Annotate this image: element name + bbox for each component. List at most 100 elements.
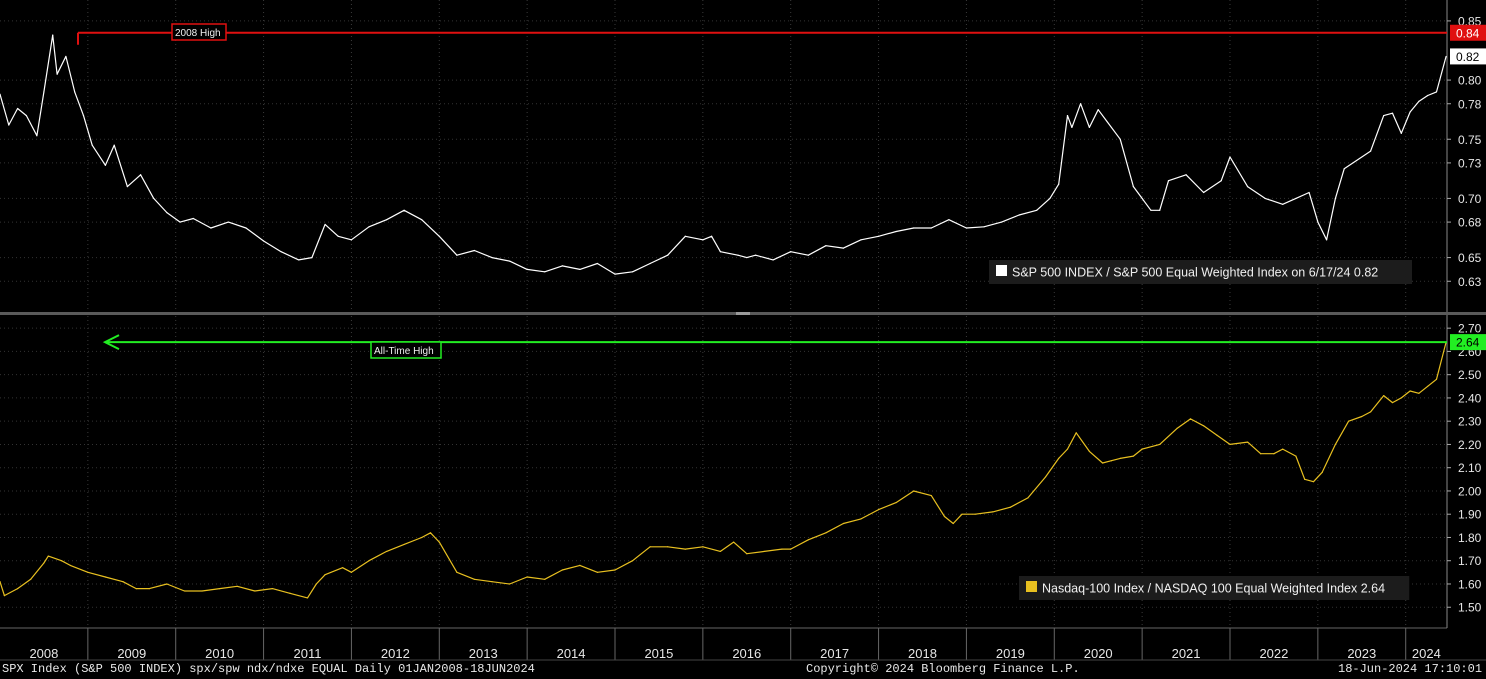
data-point bbox=[974, 513, 976, 515]
x-tick-label-2009: 2009 bbox=[117, 646, 146, 661]
data-point bbox=[1080, 103, 1082, 105]
data-point bbox=[183, 590, 186, 592]
data-point bbox=[403, 209, 405, 211]
arrow-head bbox=[102, 334, 120, 351]
data-point bbox=[1110, 460, 1112, 462]
data-point bbox=[1036, 209, 1038, 211]
data-point bbox=[667, 546, 669, 548]
x-tick-label-2012: 2012 bbox=[381, 646, 410, 661]
data-point bbox=[1369, 411, 1372, 413]
y-tick-label: 1.90 bbox=[1458, 508, 1482, 522]
y-tick-label: 1.50 bbox=[1458, 601, 1482, 615]
data-point bbox=[1189, 418, 1192, 420]
data-point bbox=[746, 553, 748, 555]
data-point bbox=[1326, 239, 1328, 241]
data-point bbox=[342, 567, 344, 569]
data-point bbox=[438, 541, 440, 543]
y-tick-label: 1.70 bbox=[1458, 554, 1482, 568]
data-point bbox=[1435, 378, 1438, 380]
data-point bbox=[1203, 191, 1205, 194]
x-tick-label-2017: 2017 bbox=[820, 646, 849, 661]
data-point bbox=[1185, 174, 1187, 176]
label-2008-high: 2008 High bbox=[171, 23, 227, 41]
x-tick-label-2008: 2008 bbox=[29, 646, 58, 661]
x-tick-label-2020: 2020 bbox=[1084, 646, 1113, 661]
data-point bbox=[1106, 120, 1108, 123]
data-point bbox=[1260, 453, 1262, 455]
data-point bbox=[1334, 443, 1337, 446]
data-point bbox=[82, 114, 85, 117]
y-tick-label: 0.73 bbox=[1458, 156, 1482, 170]
data-point bbox=[711, 235, 713, 237]
data-point bbox=[684, 548, 686, 550]
data-point bbox=[306, 597, 309, 599]
x-tick-label-2010: 2010 bbox=[205, 646, 234, 661]
data-point bbox=[271, 588, 273, 590]
data-point bbox=[860, 518, 862, 520]
x-tick-label-2016: 2016 bbox=[732, 646, 761, 661]
data-point bbox=[1264, 197, 1266, 200]
data-point bbox=[877, 235, 880, 237]
data-point bbox=[456, 571, 458, 573]
data-point bbox=[227, 221, 230, 223]
data-point bbox=[965, 227, 968, 229]
x-tick-label-2019: 2019 bbox=[996, 646, 1025, 661]
data-point bbox=[438, 235, 440, 237]
data-point bbox=[456, 254, 458, 256]
data-point bbox=[1159, 209, 1161, 211]
top-panel: 0.850.800.780.750.730.700.680.650.632008… bbox=[0, 0, 1486, 312]
data-point bbox=[1352, 162, 1354, 164]
data-point bbox=[91, 144, 93, 146]
legend-spx: S&P 500 INDEX / S&P 500 Equal Weighted I… bbox=[989, 260, 1412, 284]
data-point bbox=[1066, 114, 1069, 117]
data-point bbox=[1097, 109, 1099, 111]
data-point bbox=[1088, 450, 1091, 453]
x-tick-label-2014: 2014 bbox=[557, 646, 586, 661]
data-point bbox=[1119, 457, 1121, 459]
data-point bbox=[719, 550, 722, 553]
data-point bbox=[1066, 448, 1069, 450]
data-point bbox=[473, 578, 476, 580]
data-point bbox=[746, 256, 748, 259]
y-tick-label: 0.70 bbox=[1458, 192, 1482, 206]
data-point bbox=[807, 254, 809, 256]
data-point bbox=[210, 227, 212, 229]
legend-swatch bbox=[996, 265, 1007, 276]
reference-value-text: 0.84 bbox=[1456, 26, 1480, 40]
data-point bbox=[1282, 448, 1284, 450]
data-point bbox=[429, 532, 432, 534]
data-point bbox=[943, 515, 946, 518]
panel-divider-handle[interactable] bbox=[736, 312, 750, 315]
data-point bbox=[983, 226, 985, 228]
data-point bbox=[324, 223, 326, 226]
legend-ndx: Nasdaq-100 Index / NASDAQ 100 Equal Weig… bbox=[1019, 576, 1410, 600]
data-point bbox=[702, 239, 704, 241]
x-tick-label-2024: 2024 bbox=[1412, 646, 1441, 661]
data-point bbox=[280, 251, 282, 253]
data-point bbox=[135, 588, 137, 590]
data-point bbox=[298, 259, 300, 261]
data-point bbox=[1132, 455, 1134, 457]
data-point bbox=[3, 595, 5, 597]
data-point bbox=[1058, 183, 1060, 185]
data-point bbox=[877, 508, 880, 511]
data-point bbox=[104, 164, 107, 166]
data-point bbox=[1229, 156, 1231, 158]
data-point bbox=[43, 91, 45, 93]
x-tick-label-2022: 2022 bbox=[1259, 646, 1288, 661]
legend-text: S&P 500 INDEX / S&P 500 Equal Weighted I… bbox=[1012, 266, 1378, 280]
data-point bbox=[561, 569, 563, 571]
data-point bbox=[790, 251, 792, 253]
data-point bbox=[1391, 112, 1394, 114]
data-point bbox=[667, 254, 669, 256]
data-point bbox=[60, 560, 63, 562]
data-point bbox=[87, 571, 89, 573]
data-point bbox=[825, 532, 827, 534]
data-point bbox=[368, 560, 370, 562]
data-point bbox=[913, 490, 915, 492]
data-point bbox=[289, 592, 291, 594]
data-point bbox=[337, 235, 339, 237]
x-tick-label-2013: 2013 bbox=[469, 646, 498, 661]
data-point bbox=[1119, 138, 1121, 140]
